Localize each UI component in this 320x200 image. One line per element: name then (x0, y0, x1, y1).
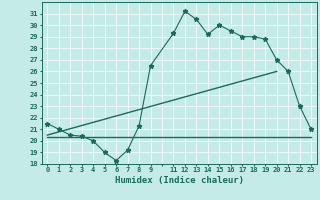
X-axis label: Humidex (Indice chaleur): Humidex (Indice chaleur) (115, 176, 244, 185)
